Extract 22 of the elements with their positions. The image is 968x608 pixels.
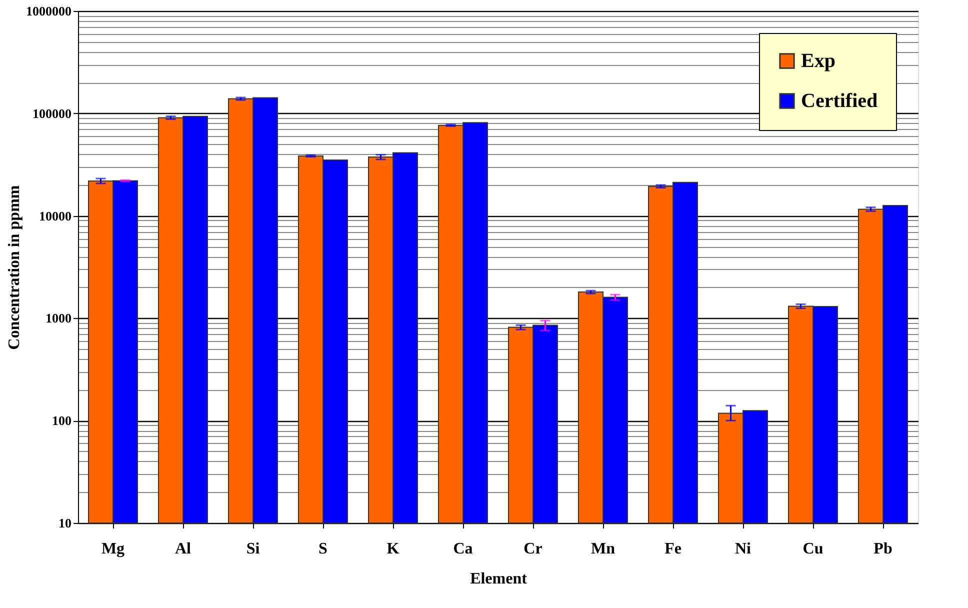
y-tick-label: 10 — [58, 516, 72, 530]
y-tick-label: 1000000 — [26, 4, 72, 18]
x-tick-label: Mn — [591, 540, 616, 558]
x-tick-label: Pb — [874, 540, 892, 558]
y-axis-title: Concentration in ppmm — [6, 184, 23, 350]
legend-label: Certified — [801, 90, 878, 112]
x-tick-label: Fe — [664, 540, 682, 558]
y-tick-label: 100 — [52, 413, 72, 428]
y-tick-label: 100000 — [32, 106, 72, 121]
y-tick-label: 10000 — [39, 208, 72, 224]
x-tick-label: S — [318, 540, 328, 558]
x-tick-label: Cr — [524, 540, 542, 558]
x-tick-label: Ni — [735, 540, 752, 558]
x-tick-label: Si — [246, 540, 260, 558]
x-tick-label: Ca — [453, 540, 473, 558]
x-axis-title: Element — [470, 570, 528, 588]
x-tick-label: K — [386, 540, 400, 558]
x-tick-label: Al — [175, 540, 192, 558]
x-tick-label: Cu — [802, 540, 824, 558]
legend-label: Exp — [801, 50, 836, 72]
y-tick-label: 1000 — [46, 310, 72, 326]
x-tick-label: Mg — [101, 540, 125, 558]
